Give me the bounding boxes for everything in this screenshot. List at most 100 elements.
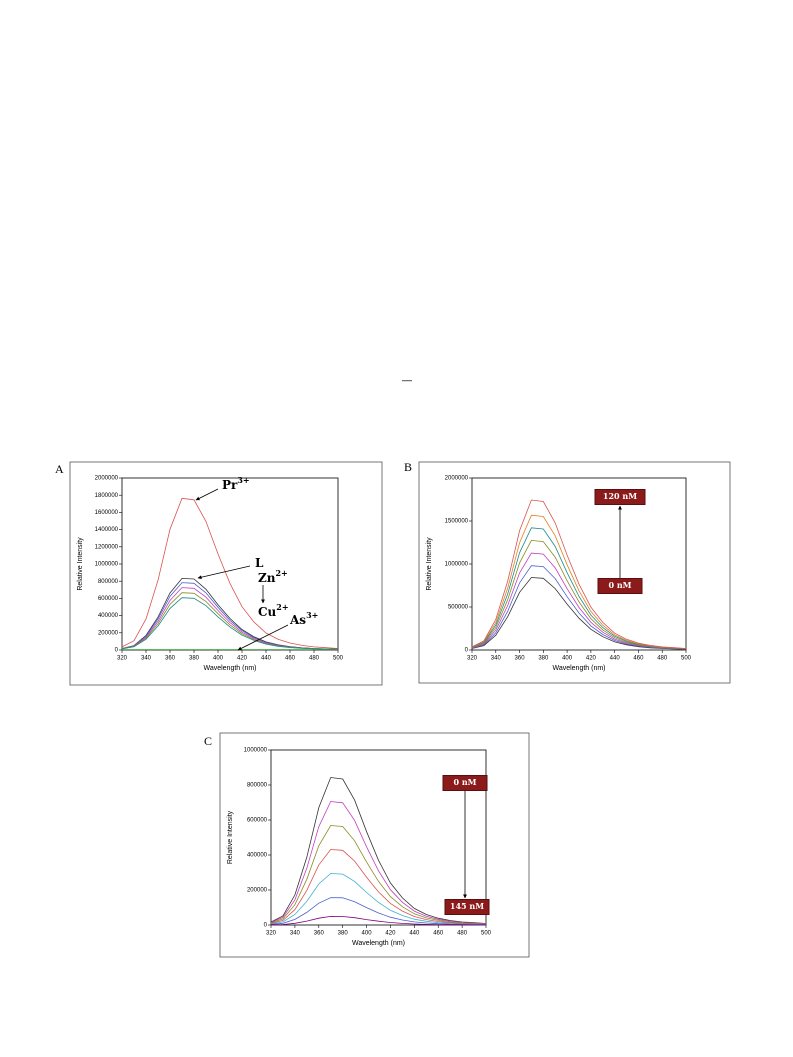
annotation-label: Zn2+	[258, 568, 288, 585]
x-tick-label: 360	[314, 931, 325, 937]
annotation-text: L	[255, 556, 264, 570]
y-tick-label: 400000	[98, 613, 119, 619]
annotation-label: L	[255, 556, 264, 570]
plot-frame	[471, 477, 687, 651]
panel-letter: A	[55, 462, 64, 476]
annotation-label: Pr3+	[222, 475, 250, 492]
annotation-arrow	[197, 565, 251, 580]
page-text: —	[402, 376, 412, 387]
curve	[121, 497, 339, 649]
x-tick-label: 320	[467, 656, 478, 662]
y-tick-label: 200000	[247, 888, 268, 894]
x-tick-label: 460	[633, 656, 644, 662]
x-tick-label: 480	[657, 656, 668, 662]
x-tick-label: 500	[681, 656, 692, 662]
annotation-arrow	[237, 624, 289, 651]
y-tick-label: 1800000	[95, 493, 119, 499]
annotation-label: 0 nM	[453, 777, 476, 787]
x-tick-label: 400	[562, 656, 573, 662]
x-tick-label: 340	[491, 656, 502, 662]
panel-letter: B	[404, 460, 412, 474]
annotation-text: As	[289, 613, 306, 627]
x-tick-label: 420	[385, 931, 396, 937]
x-tick-label: 400	[213, 656, 224, 662]
curve	[270, 915, 486, 926]
annotation-box	[442, 775, 488, 791]
annotation-text: Zn	[258, 571, 276, 585]
x-tick-label: 380	[338, 931, 349, 937]
y-tick-label: 1400000	[95, 527, 119, 533]
y-tick-label: 2000000	[95, 476, 119, 482]
curve	[270, 825, 487, 925]
x-tick-label: 420	[586, 656, 597, 662]
annotation-label: 0 nM	[608, 580, 631, 590]
annotation-text: Cu	[258, 605, 277, 619]
x-tick-label: 360	[165, 656, 176, 662]
x-tick-label: 400	[362, 931, 373, 937]
y-tick-label: 0	[465, 648, 469, 654]
y-axis-label: Relative Intensity	[77, 537, 84, 591]
x-tick-label: 380	[189, 656, 200, 662]
curve	[270, 849, 487, 925]
curve	[270, 897, 487, 926]
curve	[471, 514, 687, 649]
x-tick-label: 360	[515, 656, 526, 662]
y-tick-label: 600000	[247, 818, 268, 824]
y-tick-label: 0	[115, 648, 119, 654]
x-tick-label: 380	[538, 656, 549, 662]
y-tick-label: 2000000	[445, 476, 469, 482]
panel-frame	[219, 732, 530, 958]
x-axis-label: Wavelength (nm)	[552, 665, 605, 672]
annotation-label: 145 nM	[450, 901, 484, 911]
annotation-label: As3+	[289, 610, 318, 627]
annotation-sup: 3+	[306, 610, 318, 620]
plot-frame	[270, 749, 487, 926]
y-tick-label: 800000	[247, 783, 268, 789]
annotation-label: Cu2+	[258, 602, 289, 619]
y-tick-label: 1000000	[95, 562, 119, 568]
curve	[471, 527, 687, 650]
panel-frame	[69, 461, 383, 686]
annotation-sup: 2+	[276, 602, 288, 612]
x-tick-label: 340	[290, 931, 301, 937]
y-tick-label: 200000	[98, 630, 119, 636]
y-tick-label: 1000000	[244, 748, 268, 754]
y-tick-label: 500000	[448, 605, 469, 611]
curve	[270, 801, 487, 925]
y-tick-label: 1500000	[445, 519, 469, 525]
curve	[270, 777, 487, 924]
y-tick-label: 400000	[247, 853, 268, 859]
panel-frame	[418, 461, 731, 684]
x-tick-label: 440	[261, 656, 272, 662]
x-tick-label: 440	[610, 656, 621, 662]
x-tick-label: 500	[481, 931, 492, 937]
y-tick-label: 800000	[98, 579, 119, 585]
x-tick-label: 340	[141, 656, 152, 662]
y-tick-label: 600000	[98, 596, 119, 602]
curve	[471, 539, 687, 650]
x-axis-label: Wavelength (nm)	[203, 665, 256, 672]
annotation-sup: 3+	[237, 475, 249, 485]
x-tick-label: 480	[309, 656, 320, 662]
curve	[121, 597, 339, 650]
y-axis-label: Relative Intensity	[426, 537, 433, 591]
panel-letter: C	[204, 734, 212, 748]
x-tick-label: 460	[433, 931, 444, 937]
y-tick-label: 1200000	[95, 544, 119, 550]
curve	[471, 552, 687, 650]
annotation-box	[594, 489, 646, 505]
y-tick-label: 1600000	[95, 510, 119, 516]
annotation-text: Pr	[222, 478, 238, 492]
annotation-label: 120 nM	[603, 491, 637, 501]
annotation-box	[444, 899, 490, 915]
x-tick-label: 320	[117, 656, 128, 662]
annotation-arrow	[195, 488, 219, 501]
curve	[270, 873, 487, 925]
x-axis-label: Wavelength (nm)	[352, 940, 405, 947]
x-tick-label: 420	[237, 656, 248, 662]
x-tick-label: 460	[285, 656, 296, 662]
x-tick-label: 320	[266, 931, 277, 937]
x-tick-label: 500	[333, 656, 344, 662]
